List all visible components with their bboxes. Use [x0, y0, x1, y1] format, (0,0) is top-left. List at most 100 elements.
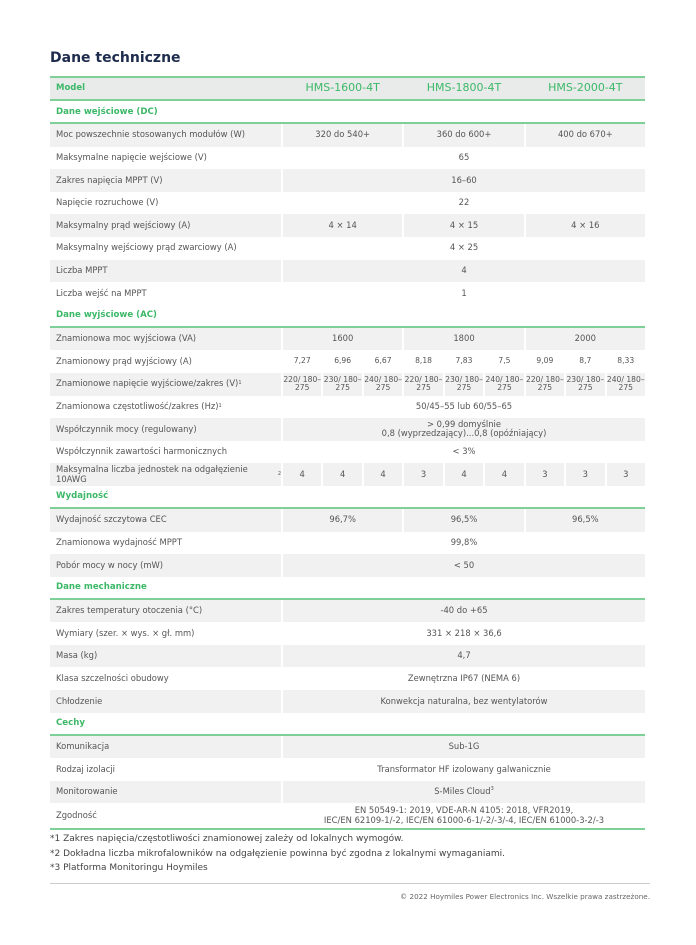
value-content: 50/45–55 lub 60/55–65	[416, 401, 512, 412]
value-content: 4	[300, 469, 305, 480]
value-text: 6,67	[374, 356, 392, 366]
value-line: Konwekcja naturalna, bez wentylatorów	[381, 696, 548, 707]
value-line: 4	[461, 265, 466, 276]
value-text: 240/ 180–275	[606, 374, 645, 393]
value-line: < 3%	[453, 446, 476, 457]
value-content: 8,7	[579, 356, 591, 366]
value-text: 7,5	[498, 356, 511, 366]
value-content: 230/ 180–275	[445, 374, 483, 393]
row-label: Chłodzenie	[50, 690, 281, 713]
value-text: 7,27	[293, 356, 311, 366]
value-cell: Konwekcja naturalna, bez wentylatorów	[283, 690, 645, 713]
value-cell: 220/ 180–275	[404, 372, 443, 396]
value-line: 99,8%	[450, 536, 478, 548]
row-label: Klasa szczelności obudowy	[50, 667, 281, 690]
value-content: 7,27	[293, 356, 311, 366]
value-content: 1800	[453, 333, 475, 344]
row-label-text: Pobór mocy w nocy (mW)	[56, 559, 164, 570]
value-cell: 3	[525, 463, 565, 486]
row-label-text: Maksymalne napięcie wejściowe (V)	[56, 152, 207, 163]
row-label-text: Chłodzenie	[56, 695, 103, 706]
value-cell: 4	[323, 463, 362, 486]
value-content: 240/ 180–275	[485, 375, 524, 393]
value-cell: 3	[404, 463, 443, 486]
value-cell: 8,18	[404, 350, 442, 373]
value-content: EN 50549-1: 2019, VDE-AR-N 4105: 2018, V…	[324, 805, 604, 825]
value-text: S-Miles Cloud	[434, 786, 491, 797]
value-cell: > 0,99 domyślnie 0,8 (wyprzedzający)...0,…	[283, 418, 645, 441]
value-text: 65	[458, 152, 470, 163]
value-cell: 4 × 25	[283, 237, 645, 260]
value-cell: 1800	[404, 327, 524, 351]
row-label-text: Liczba wejść na MPPT	[56, 287, 147, 298]
value-cell: 1600	[283, 327, 403, 351]
value-content: 220/ 180–275	[526, 375, 564, 393]
value-text: 96,5%	[572, 514, 599, 525]
table-bottom-rule	[50, 828, 645, 831]
value-content: Zewnętrzna IP67 (NEMA 6)	[408, 673, 520, 684]
value-content: 22	[459, 197, 470, 208]
row-label: Maksymalny prąd wejściowy (A)	[50, 214, 281, 237]
value-line: 220/ 180–275	[526, 375, 564, 393]
section-header: Dane wejściowe (DC)	[50, 101, 645, 124]
value-text: 320 do 540+	[315, 129, 371, 140]
table-row: Znamionowa wydajność MPPT 99,8%	[50, 532, 645, 555]
value-cell: Sub-1G	[283, 735, 645, 759]
model-header-1600: HMS-1600-4T	[305, 81, 380, 95]
row-label-text: Maksymalny wejściowy prąd zwarciowy (A)	[56, 242, 237, 253]
value-cell: 4	[485, 463, 524, 486]
value-content: 16–60	[451, 175, 477, 186]
value-line: 1800	[453, 333, 475, 344]
table-row: Znamionowa częstotliwość/zakres (Hz) 1 50/…	[50, 396, 645, 419]
value-line: 4 × 25	[450, 243, 478, 253]
value-content: 240/ 180–275	[364, 374, 402, 393]
table-row: Komunikacja Sub-1G	[50, 735, 645, 759]
value-cell: 240/ 180–275	[363, 372, 403, 396]
value-content: 360 do 600+	[437, 130, 492, 140]
value-content: 4 × 15	[450, 220, 478, 231]
value-text: 2000	[574, 333, 596, 344]
value-line: -40 do +65	[440, 605, 487, 616]
value-cell: 96,7%	[283, 508, 403, 532]
value-line: Sub-1G	[448, 741, 480, 752]
table-row: Maksymalny prąd wejściowy (A) 4 × 14 4 × 1…	[50, 214, 645, 237]
value-line: Transformator HF izolowany galwanicznie	[377, 764, 550, 775]
value-line: 360 do 600+	[437, 130, 492, 140]
value-text: 240/ 180–275	[364, 374, 402, 393]
footnotes: *1 Zakres napięcia/częstotliwości znamio…	[50, 832, 505, 876]
row-label: Liczba MPPT	[50, 259, 281, 283]
value-cell: 65	[283, 147, 645, 170]
value-content: 6,96	[334, 356, 351, 366]
row-label: Komunikacja	[50, 735, 281, 759]
section-header: Wydajność	[50, 486, 645, 509]
value-text: 99,8%	[450, 536, 478, 547]
value-text: Sub-1G	[448, 741, 480, 752]
value-content: 4	[502, 469, 507, 480]
value-content: 4 × 14	[329, 220, 357, 231]
value-content: 240/ 180–275	[606, 374, 645, 393]
value-text: 1600	[332, 333, 354, 344]
table-row: Zakres temperatury otoczenia (°C) -40 do …	[50, 599, 645, 623]
value-content: 1600	[332, 333, 354, 344]
value-text: 1800	[453, 333, 475, 344]
value-text: 331 × 218 × 36,6	[426, 627, 502, 638]
row-label: Napięcie rozruchowe (V)	[50, 192, 281, 215]
table-header-row: Model HMS-1600-4T HMS-1800-4T HMS-2000-4…	[50, 76, 645, 101]
value-cell: 4	[444, 463, 484, 486]
footnote-ref: 1	[218, 402, 222, 409]
value-text: 220/ 180–275	[404, 374, 443, 393]
value-line: 7,5	[498, 356, 511, 366]
value-cell: Zewnętrzna IP67 (NEMA 6)	[283, 667, 645, 690]
value-content: 8,33	[617, 356, 634, 366]
value-line: 8,18	[415, 356, 432, 366]
value-text: 400 do 670+	[557, 129, 613, 140]
value-content: Transformator HF izolowany galwanicznie	[377, 764, 550, 775]
model-header-label: Model	[56, 82, 86, 93]
value-text: 230/ 180–275	[445, 374, 483, 393]
value-cell: 230/ 180–275	[323, 372, 362, 396]
value-cell: 9,09	[526, 350, 564, 373]
row-label-text: Komunikacja	[56, 741, 110, 752]
value-content: 220/ 180–275	[404, 374, 443, 393]
row-label: Maksymalna liczba jednostek na odgałęzie…	[50, 463, 281, 486]
row-label-text: Znamionowa wydajność MPPT	[56, 536, 182, 547]
